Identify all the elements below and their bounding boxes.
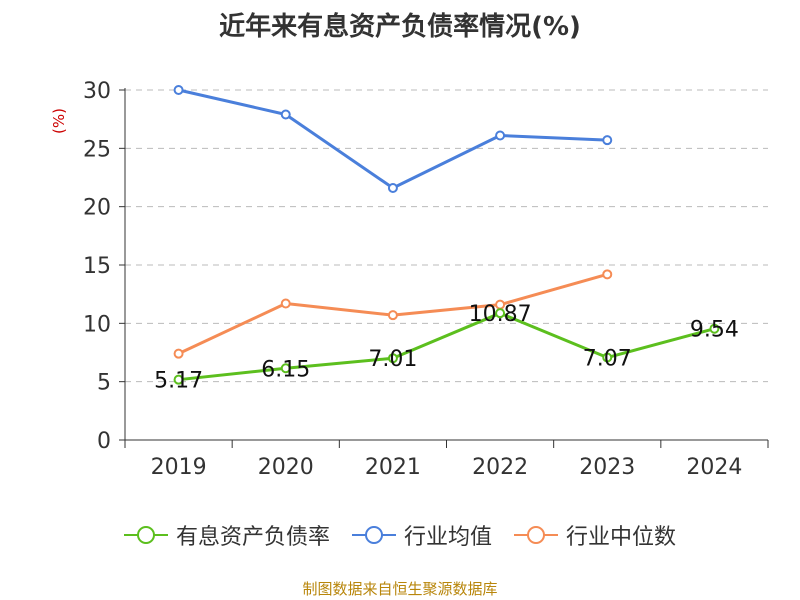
data-label: 7.01: [368, 347, 417, 372]
data-point: [387, 310, 398, 321]
data-point: [602, 135, 613, 146]
data-label: 5.17: [154, 369, 203, 394]
legend-item-industry-median[interactable]: 行业中位数: [514, 519, 676, 551]
y-tick-label: 15: [83, 254, 111, 279]
data-point: [173, 85, 184, 95]
data-point: [602, 269, 613, 280]
x-tick-label: 2019: [151, 455, 207, 480]
data-point: [602, 352, 613, 363]
data-point: [387, 353, 398, 364]
data-point: [495, 308, 506, 319]
x-tick-label: 2023: [579, 455, 635, 480]
legend-label: 行业中位数: [566, 525, 677, 550]
data-point: [173, 348, 184, 359]
data-label: 10.87: [469, 302, 532, 327]
y-tick-label: 0: [97, 429, 111, 454]
y-tick-label: 25: [83, 137, 111, 162]
legend-line-icon: [351, 526, 396, 544]
chart-title: 近年来有息资产负债率情况(%): [219, 12, 581, 42]
legend-item-industry-avg[interactable]: 行业均值: [351, 519, 492, 551]
x-tick-label: 2021: [365, 455, 421, 480]
legend-item-debt-ratio[interactable]: 有息资产负债率: [123, 519, 330, 551]
data-point: [280, 363, 291, 374]
series-line: [178, 88, 608, 190]
data-point: [280, 109, 291, 120]
x-tick-label: 2024: [686, 455, 742, 480]
y-tick-label: 10: [83, 312, 111, 337]
legend-label: 有息资产负债率: [175, 525, 330, 550]
legend-line-icon: [514, 526, 558, 544]
data-point: [387, 183, 398, 193]
series-line: [178, 311, 715, 382]
legend-line-icon: [123, 526, 168, 544]
y-tick-label: 30: [83, 79, 111, 104]
data-label: 7.07: [583, 347, 632, 372]
data-label: 9.54: [690, 318, 739, 343]
x-tick-label: 2022: [472, 455, 528, 480]
data-point: [495, 130, 506, 141]
data-point: [709, 323, 720, 334]
legend: 有息资产负债率 行业均值 行业中位数: [0, 518, 800, 552]
data-label: 6.15: [261, 357, 310, 382]
data-point: [173, 374, 184, 385]
y-tick-label: 5: [97, 371, 111, 396]
legend-label: 行业均值: [403, 525, 492, 550]
x-tick-label: 2020: [258, 455, 314, 480]
y-tick-label: 20: [83, 196, 111, 221]
data-source: 制图数据来自恒生聚源数据库: [302, 580, 498, 598]
data-point: [280, 298, 291, 309]
